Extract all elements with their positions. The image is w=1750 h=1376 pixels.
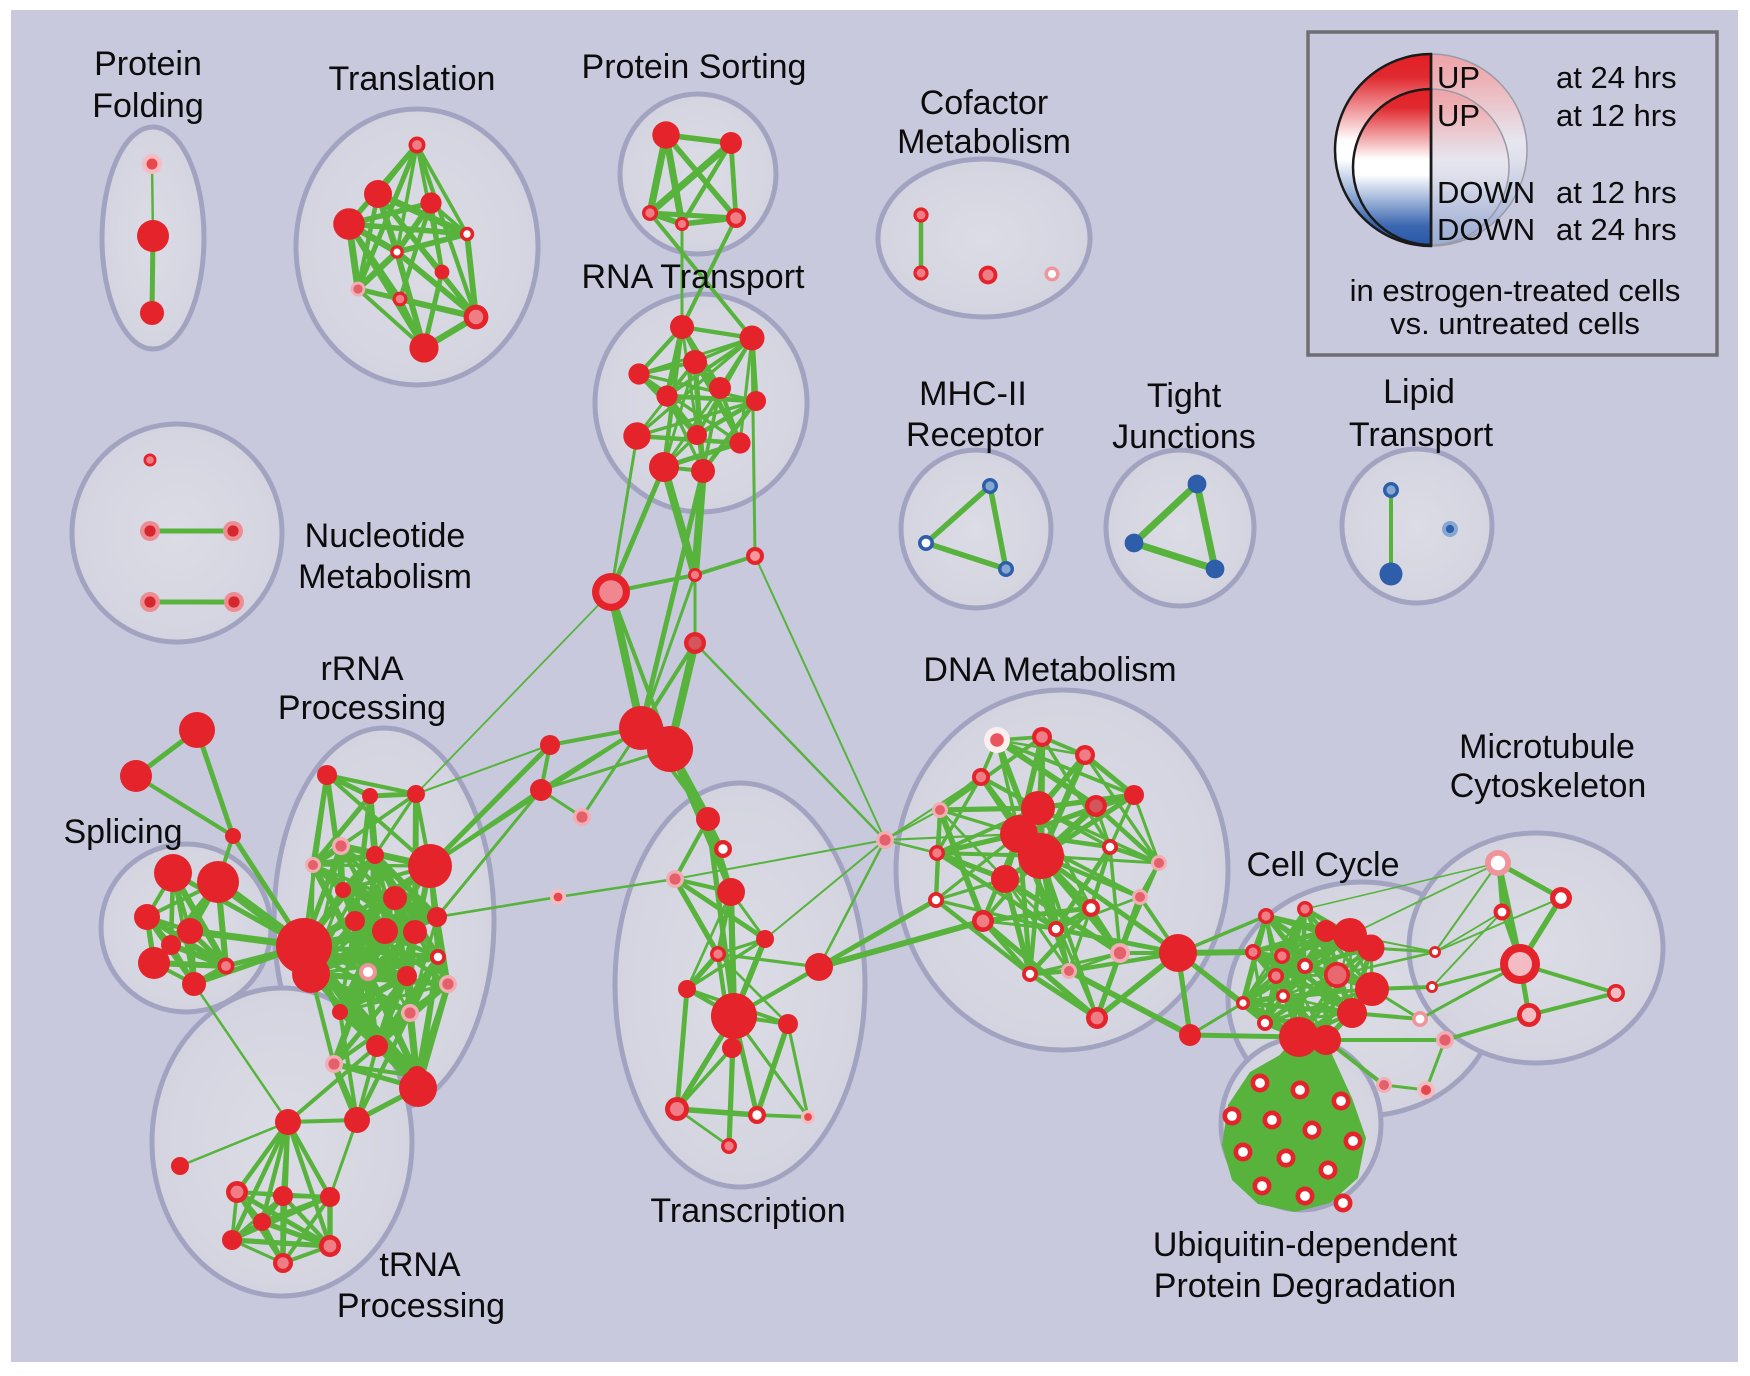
svg-text:at 12 hrs: at 12 hrs [1556, 98, 1677, 133]
svg-text:Processing: Processing [278, 689, 446, 727]
svg-text:Microtubule: Microtubule [1459, 728, 1635, 766]
svg-text:DOWN: DOWN [1437, 175, 1535, 210]
svg-text:Protein Degradation: Protein Degradation [1154, 1267, 1456, 1305]
svg-text:in estrogen-treated cells: in estrogen-treated cells [1350, 273, 1681, 308]
svg-text:Ubiquitin-dependent: Ubiquitin-dependent [1153, 1226, 1458, 1264]
svg-text:rRNA: rRNA [320, 650, 403, 688]
svg-text:Protein Sorting: Protein Sorting [582, 48, 807, 86]
svg-text:at 24 hrs: at 24 hrs [1556, 60, 1677, 95]
svg-text:Receptor: Receptor [906, 416, 1044, 454]
svg-text:vs. untreated cells: vs. untreated cells [1390, 306, 1640, 341]
svg-text:Cell Cycle: Cell Cycle [1246, 846, 1399, 884]
svg-text:tRNA: tRNA [379, 1246, 461, 1284]
svg-text:at 12 hrs: at 12 hrs [1556, 175, 1677, 210]
svg-text:Cofactor: Cofactor [920, 84, 1049, 122]
svg-text:Lipid: Lipid [1383, 373, 1455, 411]
svg-text:Protein: Protein [94, 45, 202, 83]
svg-text:UP: UP [1437, 60, 1480, 95]
svg-text:Metabolism: Metabolism [897, 123, 1071, 161]
svg-text:DOWN: DOWN [1437, 212, 1535, 247]
svg-text:Splicing: Splicing [63, 813, 182, 851]
svg-text:Nucleotide: Nucleotide [305, 517, 466, 555]
svg-text:Transcription: Transcription [650, 1192, 845, 1230]
svg-text:at 24 hrs: at 24 hrs [1556, 212, 1677, 247]
svg-text:Tight: Tight [1147, 377, 1222, 415]
svg-text:Junctions: Junctions [1112, 418, 1256, 456]
svg-text:Folding: Folding [92, 87, 204, 125]
svg-text:MHC-II: MHC-II [919, 375, 1027, 413]
svg-text:Cytoskeleton: Cytoskeleton [1450, 767, 1647, 805]
svg-text:UP: UP [1437, 98, 1480, 133]
svg-text:Translation: Translation [329, 60, 496, 98]
svg-text:Processing: Processing [337, 1287, 505, 1325]
svg-text:DNA Metabolism: DNA Metabolism [923, 651, 1176, 689]
svg-text:Metabolism: Metabolism [298, 558, 472, 596]
svg-text:Transport: Transport [1349, 416, 1494, 454]
svg-text:RNA Transport: RNA Transport [582, 258, 806, 296]
